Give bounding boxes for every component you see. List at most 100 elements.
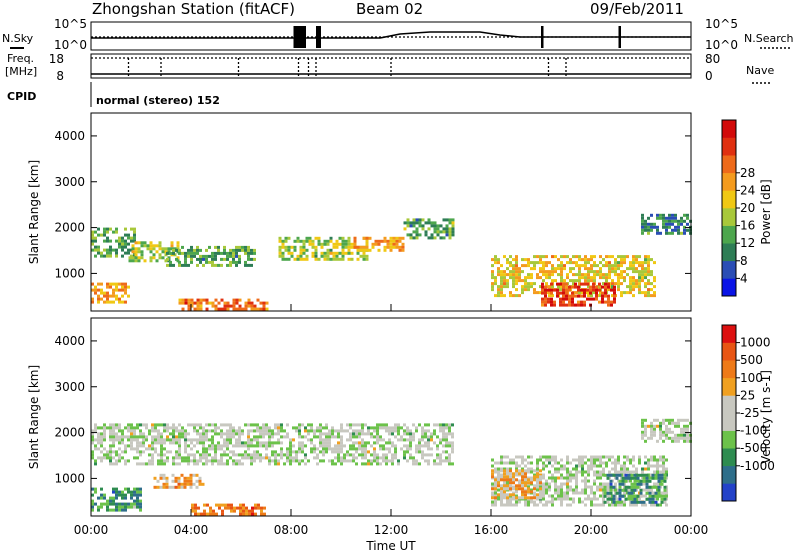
heatmap-cell: [229, 435, 232, 439]
heatmap-cell: [638, 455, 641, 459]
heatmap-cell: [145, 462, 148, 466]
heatmap-cell: [665, 219, 668, 223]
heatmap-cell: [184, 432, 187, 436]
heatmap-cell: [571, 300, 574, 304]
heatmap-cell: [656, 467, 659, 471]
noise-spikes: [293, 26, 621, 48]
heatmap-cell: [215, 503, 218, 507]
heatmap-cell: [515, 273, 518, 277]
heatmap-cell: [500, 494, 503, 498]
heatmap-cell: [630, 476, 634, 480]
heatmap-cell: [349, 444, 352, 448]
heatmap-cell: [433, 432, 436, 436]
heatmap-cell: [544, 291, 547, 295]
heatmap-cell: [115, 282, 118, 286]
heatmap-cell: [632, 261, 635, 265]
heatmap-cell: [239, 512, 242, 516]
heatmap-cell: [677, 418, 680, 422]
heatmap-cell: [283, 429, 286, 433]
heatmap-cell: [602, 276, 605, 280]
heatmap-cell: [109, 239, 112, 243]
heatmap-cell: [152, 244, 156, 248]
heatmap-cell: [503, 503, 506, 507]
heatmap-cell: [587, 473, 590, 477]
heatmap-cell: [497, 470, 500, 474]
heatmap-cell: [512, 267, 515, 271]
heatmap-cell: [356, 245, 360, 249]
heatmap-cell: [548, 273, 551, 277]
heatmap-cell: [199, 301, 203, 305]
heatmap-cell: [166, 263, 169, 267]
heatmap-cell: [509, 487, 512, 491]
heatmap-cell: [379, 462, 382, 466]
heatmap-cell: [633, 473, 637, 477]
heatmap-cell: [94, 254, 97, 258]
heatmap-cell: [641, 503, 644, 507]
heatmap-cell: [220, 307, 224, 311]
heatmap-cell: [163, 459, 166, 463]
heatmap-cell: [328, 432, 331, 436]
heatmap-cell: [578, 458, 581, 462]
heatmap-cell: [217, 251, 220, 255]
heatmap-cell: [314, 236, 318, 240]
heatmap-cell: [229, 450, 232, 454]
heatmap-cell: [665, 222, 668, 226]
heatmap-cell: [663, 500, 667, 504]
heatmap-cell: [97, 435, 100, 439]
heatmap-cell: [548, 276, 551, 280]
heatmap-cell: [205, 260, 208, 264]
heatmap-cell: [157, 429, 160, 433]
heatmap-cell: [530, 500, 533, 504]
heatmap-cell: [118, 426, 121, 430]
heatmap-cell: [226, 254, 229, 258]
heatmap-cell: [250, 453, 253, 457]
heatmap-cell: [178, 441, 181, 445]
heatmap-cell: [602, 497, 605, 501]
heatmap-cell: [578, 276, 581, 280]
heatmap-cell: [235, 260, 238, 264]
heatmap-cell: [190, 438, 193, 442]
heatmap-cell: [581, 258, 584, 262]
heatmap-cell: [115, 438, 118, 442]
heatmap-cell: [614, 270, 617, 274]
heatmap-cell: [644, 455, 647, 459]
heatmap-cell: [629, 497, 632, 501]
heatmap-cell: [121, 288, 124, 292]
heatmap-cell: [680, 418, 683, 422]
heatmap-cell: [572, 467, 575, 471]
heatmap-cell: [151, 438, 154, 442]
heatmap-cell: [370, 462, 373, 466]
heatmap-cell: [238, 453, 241, 457]
heatmap-cell: [205, 248, 208, 252]
heatmap-cell: [160, 447, 163, 451]
heatmap-cell: [545, 488, 548, 492]
heatmap-cell: [638, 270, 641, 274]
heatmap-cell: [367, 426, 370, 430]
heatmap-cell: [536, 481, 539, 485]
heatmap-cell: [232, 257, 235, 261]
heatmap-cell: [572, 255, 575, 259]
heatmap-cell: [121, 282, 124, 286]
heatmap-cell: [650, 222, 653, 226]
heatmap-cell: [647, 222, 650, 226]
heatmap-cell: [253, 251, 256, 255]
heatmap-cell: [512, 461, 515, 465]
heatmap-cell: [641, 424, 644, 428]
heatmap-cell: [581, 467, 584, 471]
heatmap-cell: [383, 248, 387, 252]
heatmap-cell: [103, 447, 106, 451]
heatmap-cell: [518, 273, 521, 277]
heatmap-cell: [554, 458, 557, 462]
heatmap-cell: [548, 261, 551, 265]
heatmap-cell: [274, 459, 277, 463]
heatmap-cell: [451, 447, 454, 451]
heatmap-cell: [302, 242, 306, 246]
heatmap-cell: [662, 222, 665, 226]
heatmap-cell: [641, 470, 644, 474]
heatmap-cell: [611, 255, 614, 259]
heatmap-cell: [602, 461, 605, 465]
heatmap-cell: [304, 435, 307, 439]
heatmap-cell: [524, 285, 527, 289]
heatmap-cell: [154, 435, 157, 439]
heatmap-cell: [259, 301, 263, 305]
